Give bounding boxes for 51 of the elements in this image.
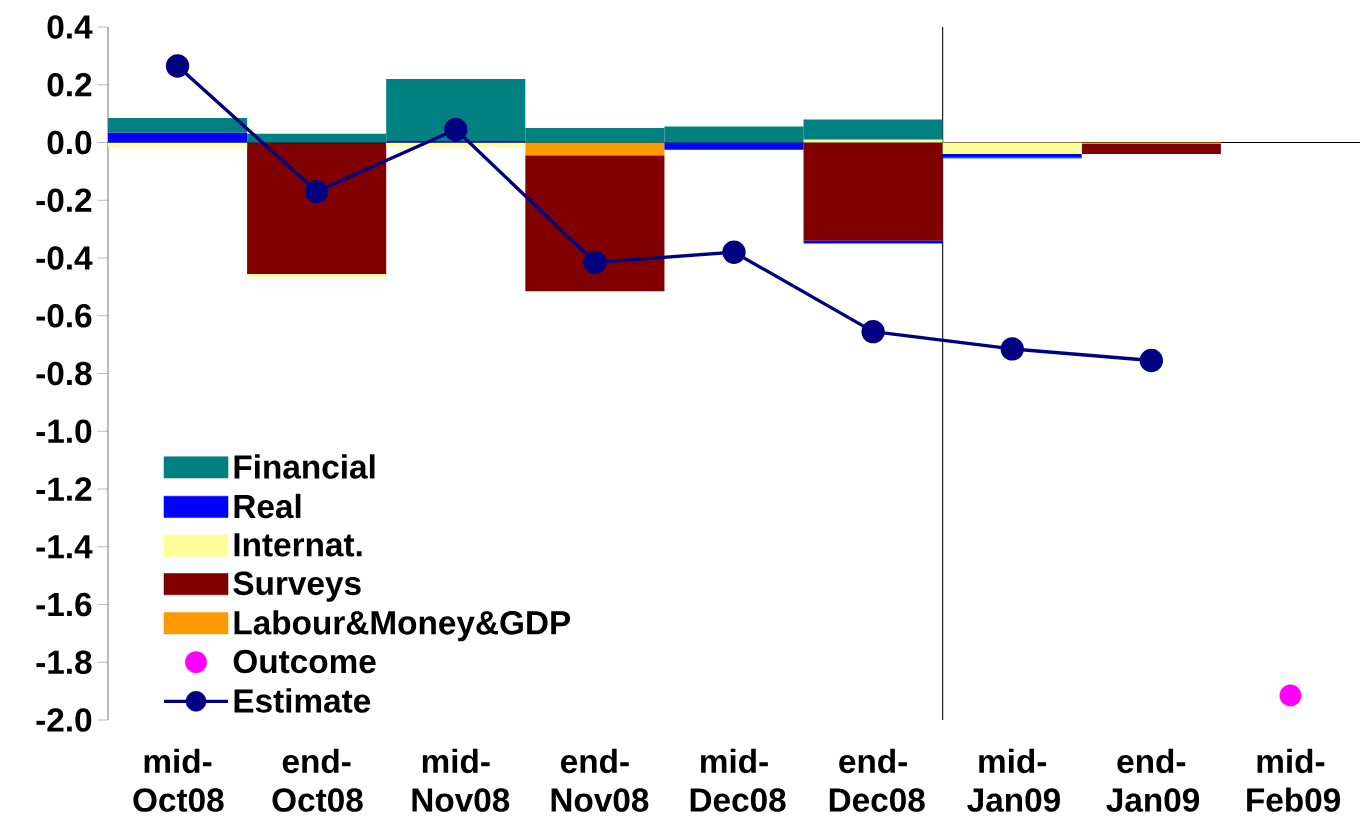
- y-tick-label: 0.0: [47, 130, 92, 155]
- y-tick-label: 0.2: [47, 72, 92, 97]
- y-tick-label: -0.8: [36, 361, 92, 386]
- legend-label: Internat.: [234, 533, 362, 557]
- y-tick-label: 0.4: [47, 15, 93, 39]
- y-tick-label: -1.4: [36, 535, 93, 559]
- y-tick-label: -1.2: [36, 477, 92, 501]
- y-tick-label: -0.4: [36, 246, 93, 270]
- y-tick-label: -0.6: [36, 303, 92, 328]
- bar: [247, 273, 387, 277]
- x-tick-label: mid-Jan09: [967, 748, 1060, 812]
- legend-label: Estimate: [234, 688, 371, 713]
- y-tick-label: -2.0: [36, 708, 92, 732]
- x-tick-label: mid-Nov08: [412, 748, 510, 812]
- point: [305, 179, 329, 204]
- bar: [386, 142, 526, 147]
- point: [1279, 684, 1302, 707]
- legend-label: Real: [234, 493, 301, 519]
- bar: [108, 117, 248, 133]
- legend-label: Financial: [234, 454, 375, 479]
- x-tick-label: mid-Feb09: [1247, 748, 1341, 812]
- x-tick-label: end-Jan09: [1106, 748, 1200, 812]
- bar: [247, 142, 387, 274]
- bar: [803, 240, 943, 244]
- point: [583, 250, 607, 274]
- y-tick-label: -1.6: [36, 592, 92, 617]
- legend-label: Outcome: [233, 649, 376, 674]
- point: [1139, 348, 1163, 373]
- x-tick-label: mid-Oct08: [133, 748, 224, 812]
- bar: [525, 142, 665, 156]
- bar: [803, 142, 943, 241]
- bar: [664, 142, 804, 150]
- y-tick-label: -1.0: [36, 419, 92, 444]
- point: [165, 54, 190, 78]
- bar: [1081, 143, 1221, 155]
- x-tick-label: end-Nov08: [551, 748, 649, 812]
- x-tick-label: end-Dec08: [829, 748, 925, 812]
- point: [861, 319, 885, 344]
- bar: [108, 132, 248, 143]
- point: [722, 240, 746, 264]
- legend-label: Surveys: [233, 571, 361, 602]
- bar: [108, 142, 248, 147]
- y-tick-label: -1.8: [36, 650, 92, 675]
- bar: [525, 155, 665, 292]
- x-tick-label: mid-Dec08: [690, 748, 786, 812]
- y-tick-label: -0.2: [36, 188, 92, 213]
- point: [444, 117, 468, 142]
- x-tick-label: end-Oct08: [272, 748, 363, 812]
- point: [1000, 337, 1024, 361]
- legend-label: Labour&Money&GDP: [234, 610, 571, 642]
- bar: [942, 142, 1082, 155]
